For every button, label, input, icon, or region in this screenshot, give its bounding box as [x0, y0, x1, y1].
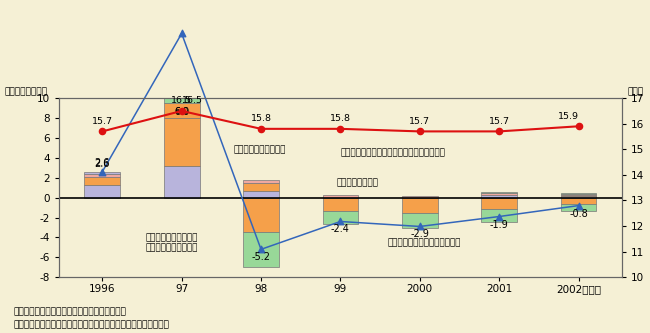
Bar: [402, 197, 437, 212]
Bar: [243, 232, 279, 267]
Bar: [84, 172, 120, 174]
Bar: [561, 203, 596, 210]
Point: [573, 124, 584, 129]
Bar: [561, 194, 596, 196]
Text: （備考）１．総務省「家計調査」により作成。: （備考）１．総務省「家計調査」により作成。: [13, 308, 126, 317]
Bar: [164, 118, 200, 166]
Bar: [243, 180, 279, 183]
Bar: [481, 195, 517, 197]
Bar: [402, 195, 437, 197]
Bar: [164, 34, 200, 103]
Point: [415, 129, 425, 134]
Text: -2.9: -2.9: [410, 229, 429, 239]
Point: [335, 126, 346, 132]
Bar: [243, 191, 279, 197]
Text: （対前年比：％）: （対前年比：％）: [5, 87, 47, 96]
Text: 15.7: 15.7: [489, 117, 510, 126]
Bar: [561, 193, 596, 194]
Text: 6.0: 6.0: [174, 107, 189, 117]
Text: 2.6: 2.6: [95, 158, 110, 168]
Bar: [84, 174, 120, 177]
Text: 実収入に占める非消費支出の割合（右目盛）: 実収入に占める非消費支出の割合（右目盛）: [341, 149, 445, 158]
Text: 勤労所得税（左目盛）: 勤労所得税（左目盛）: [146, 233, 198, 242]
Bar: [561, 196, 596, 197]
Point: [494, 214, 504, 219]
Text: （％）: （％）: [628, 87, 644, 96]
Point: [494, 129, 504, 134]
Text: 6.0: 6.0: [174, 107, 189, 116]
Text: -1.9: -1.9: [489, 219, 508, 229]
Text: 15.7: 15.7: [92, 117, 113, 126]
Bar: [164, 166, 200, 197]
Point: [176, 31, 187, 36]
Bar: [481, 193, 517, 195]
Text: -0.8: -0.8: [569, 208, 588, 218]
Text: 非消費支出（名目）（左目盛）: 非消費支出（名目）（左目盛）: [388, 238, 462, 247]
Bar: [322, 195, 358, 197]
Text: 個人住民税（左目盛）: 個人住民税（左目盛）: [146, 243, 198, 252]
Text: 社会保険料（左目盛）: 社会保険料（左目盛）: [233, 146, 286, 155]
Point: [415, 224, 425, 229]
Text: 16.5: 16.5: [171, 96, 192, 105]
Text: 15.7: 15.7: [410, 117, 430, 126]
Point: [256, 247, 266, 252]
Text: 15.8: 15.8: [330, 114, 351, 123]
Point: [176, 108, 187, 114]
Text: ２．全国・勤労者世帯の対前年増加率に対する寄与度。: ２．全国・勤労者世帯の対前年増加率に対する寄与度。: [13, 320, 169, 329]
Text: 15.8: 15.8: [250, 114, 272, 123]
Point: [335, 219, 346, 224]
Bar: [481, 197, 517, 209]
Bar: [243, 197, 279, 232]
Text: 2.6: 2.6: [95, 159, 110, 169]
Text: 15.9: 15.9: [558, 112, 579, 121]
Bar: [322, 197, 358, 211]
Point: [256, 126, 266, 132]
Bar: [164, 103, 200, 118]
Bar: [84, 177, 120, 185]
Text: 16.5: 16.5: [181, 96, 203, 105]
Text: -2.4: -2.4: [331, 224, 350, 234]
Text: 他の税（左目盛）: 他の税（左目盛）: [337, 178, 378, 187]
Bar: [84, 185, 120, 197]
Bar: [561, 197, 596, 203]
Bar: [322, 211, 358, 224]
Bar: [481, 192, 517, 193]
Point: [97, 129, 107, 134]
Bar: [243, 183, 279, 191]
Bar: [481, 209, 517, 222]
Point: [97, 169, 107, 174]
Bar: [402, 212, 437, 228]
Point: [573, 203, 584, 208]
Text: -5.2: -5.2: [252, 252, 270, 262]
